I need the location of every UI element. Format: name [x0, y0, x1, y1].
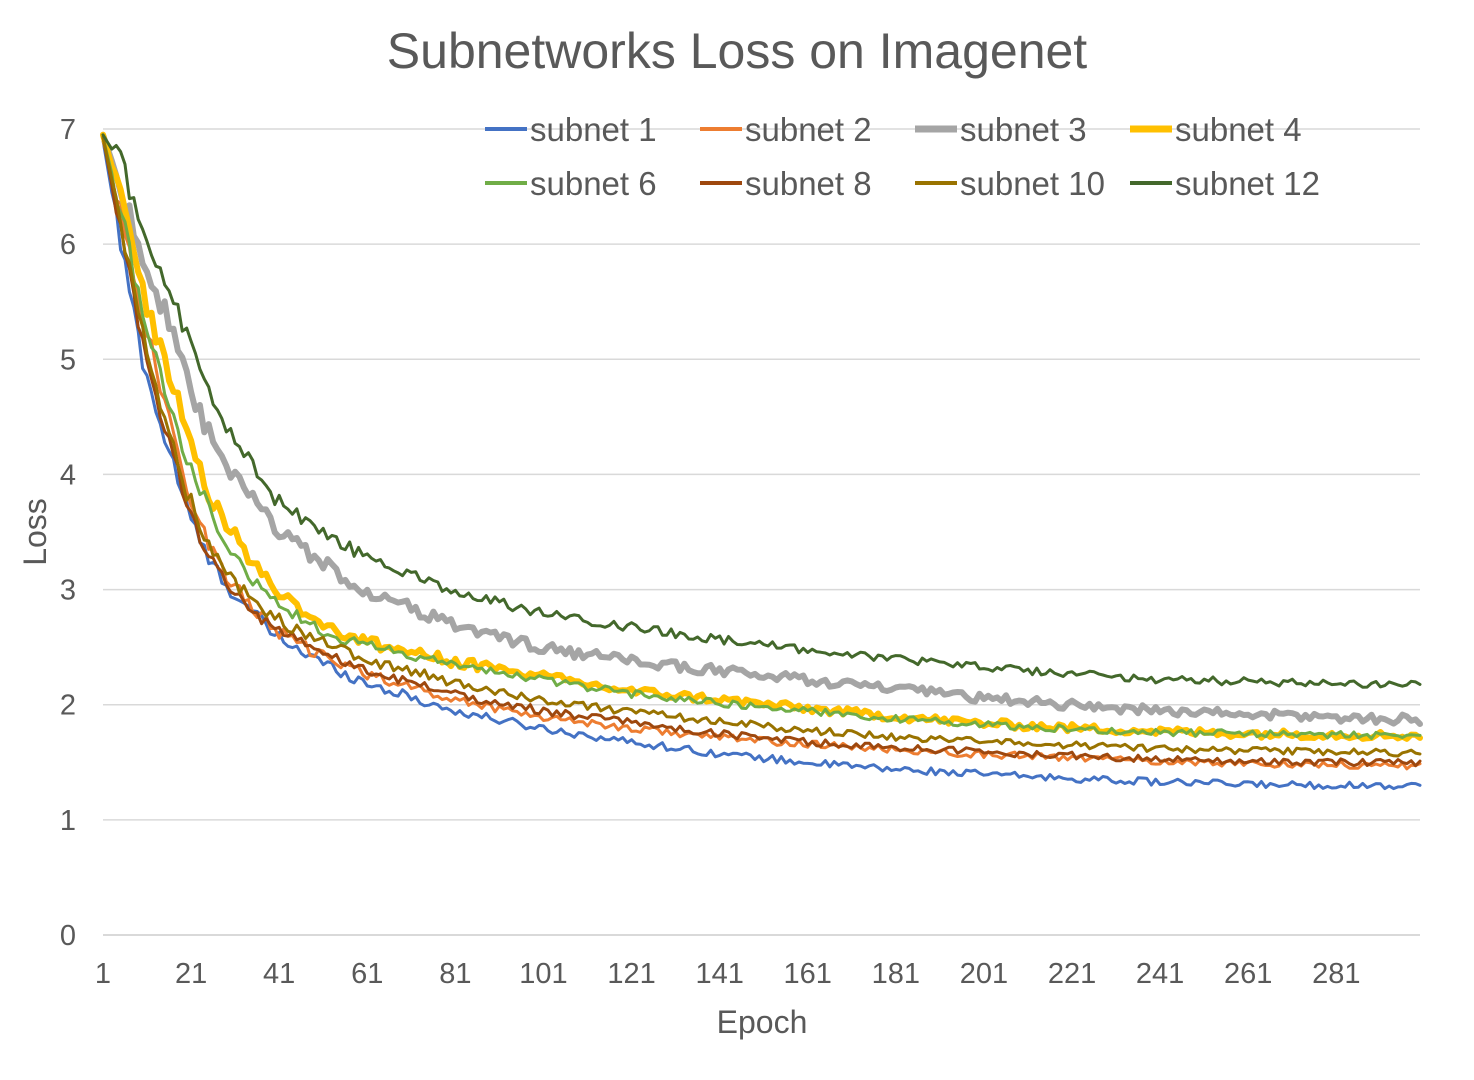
series-line-subnet-6	[101, 135, 1422, 740]
y-axis-ticks: 0 1 2 3 4 5 6 7	[60, 114, 76, 952]
x-tick-label: 161	[784, 958, 832, 990]
y-axis-label: Loss	[17, 498, 53, 566]
y-tick-label: 4	[60, 459, 76, 491]
x-tick-label: 81	[439, 958, 471, 990]
legend-label: subnet 3	[960, 111, 1087, 148]
x-tick-label: 101	[519, 958, 567, 990]
series-line-subnet-4	[100, 131, 1423, 742]
x-tick-label: 241	[1136, 958, 1184, 990]
y-tick-label: 1	[60, 805, 76, 837]
legend-label: subnet 8	[745, 165, 872, 202]
x-tick-label: 61	[351, 958, 383, 990]
chart-title: Subnetworks Loss on Imagenet	[387, 23, 1088, 79]
x-axis-label: Epoch	[717, 1004, 808, 1040]
y-tick-label: 6	[60, 229, 76, 261]
x-tick-label: 221	[1048, 958, 1096, 990]
x-axis-ticks: 1 21 41 61 81 101 121 141 161 181 201 221 241 261 281	[95, 958, 1361, 990]
x-tick-label: 121	[607, 958, 655, 990]
legend-label: subnet 6	[530, 165, 657, 202]
legend-label: subnet 2	[745, 111, 872, 148]
x-tick-label: 281	[1312, 958, 1360, 990]
y-tick-label: 0	[60, 920, 76, 952]
x-tick-label: 141	[695, 958, 743, 990]
legend-label: subnet 1	[530, 111, 657, 148]
series-lines	[100, 131, 1423, 791]
legend-label: subnet 10	[960, 165, 1105, 202]
y-tick-label: 7	[60, 114, 76, 146]
y-tick-label: 2	[60, 690, 76, 722]
series-line-subnet-12	[101, 133, 1422, 689]
legend-label: subnet 4	[1175, 111, 1302, 148]
gridlines	[103, 128, 1420, 821]
y-tick-label: 5	[60, 344, 76, 376]
y-tick-label: 3	[60, 575, 76, 607]
series-line-subnet-10	[101, 135, 1422, 758]
x-tick-label: 201	[960, 958, 1008, 990]
x-tick-label: 261	[1224, 958, 1272, 990]
legend: subnet 1 subnet 2 subnet 3 subnet 4 subnet 6…	[485, 111, 1320, 202]
x-tick-label: 21	[175, 958, 207, 990]
series-line-subnet-8	[101, 135, 1422, 768]
x-tick-label: 41	[263, 958, 295, 990]
x-tick-label: 1	[95, 958, 111, 990]
series-line-subnet-1	[101, 139, 1422, 791]
series-line-subnet-3	[100, 131, 1423, 727]
legend-label: subnet 12	[1175, 165, 1320, 202]
x-tick-label: 181	[872, 958, 920, 990]
